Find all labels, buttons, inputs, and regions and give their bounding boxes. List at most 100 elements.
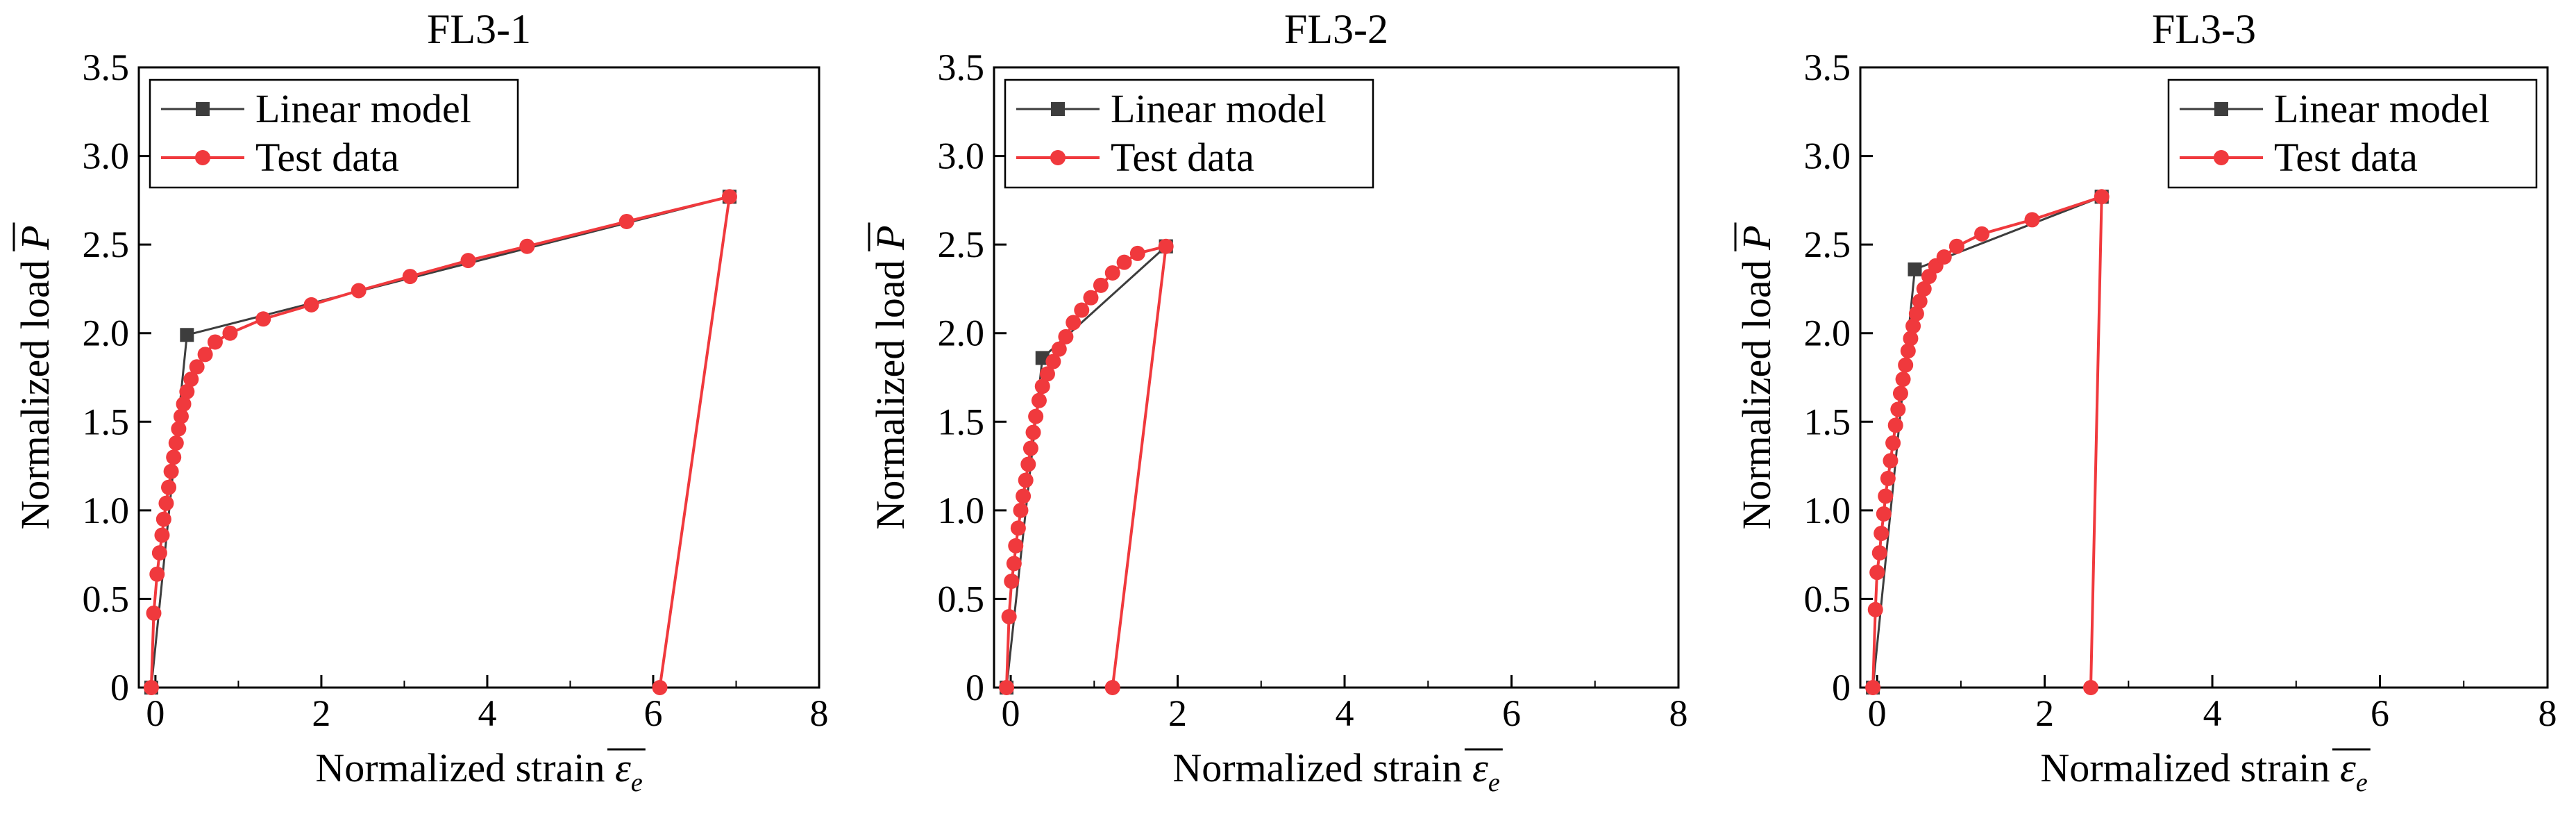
data-point-test-data (1129, 245, 1145, 261)
x-axis-subscript: e (2356, 768, 2368, 797)
data-point-test-data (1892, 385, 1908, 401)
data-point-test-data (1900, 343, 1916, 359)
data-point-test-data (999, 680, 1015, 695)
data-point-test-data (1045, 354, 1061, 369)
x-axis-label: Normalized strain εe (1172, 745, 1500, 797)
data-point-test-data (402, 269, 418, 285)
legend-label: Linear model (255, 86, 471, 131)
data-point-test-data (1874, 526, 1889, 542)
y-tick-label: 1.0 (938, 490, 985, 531)
x-tick-label: 4 (1336, 692, 1354, 734)
data-point-test-data (143, 680, 159, 695)
data-point-test-data (618, 213, 634, 229)
y-tick-label: 3.0 (938, 135, 985, 177)
data-point-test-data (1004, 573, 1020, 589)
data-point-test-data (303, 297, 319, 313)
data-point-test-data (2083, 680, 2099, 695)
data-point-test-data (173, 408, 189, 424)
data-point-test-data (161, 479, 177, 495)
panel-fl3-2: FL3-2 0 2 4 6 8 0 0.5 1.0 1.5 2.0 2.5 3.0 3.5 Normaliz… (868, 6, 1688, 797)
x-tick-label: 6 (1502, 692, 1521, 734)
data-point-test-data (1883, 453, 1899, 469)
data-point-test-data (255, 311, 271, 327)
data-point-test-data (207, 334, 223, 350)
data-point-test-data (1020, 456, 1036, 472)
y-axis-symbol: P (1734, 225, 1779, 250)
y-tick-label: 0.5 (83, 578, 130, 620)
data-point-test-data (1051, 341, 1067, 357)
y-tick-label: 0 (1832, 667, 1851, 708)
data-point-test-data (1885, 435, 1901, 451)
y-tick-label: 1.0 (1804, 490, 1851, 531)
y-tick-label: 3.5 (938, 47, 985, 88)
data-point-test-data (1083, 290, 1099, 306)
y-axis-label-text: Normalized load (868, 250, 913, 530)
data-point-test-data (1898, 357, 1914, 373)
x-axis-symbol: ε (2340, 745, 2356, 790)
data-point-test-data (460, 253, 476, 269)
data-point-test-data (1031, 392, 1047, 408)
data-point-test-data (1018, 472, 1034, 488)
data-point-test-data (2094, 189, 2110, 205)
y-tick-label: 3.5 (83, 47, 130, 88)
y-tick-label: 1.5 (1804, 401, 1851, 442)
data-point-test-data (171, 421, 187, 437)
series-line-linear-model (1871, 195, 2103, 688)
data-point-test-data (1104, 265, 1120, 281)
data-point-test-data (1890, 401, 1906, 417)
y-axis-label-text: Normalized load (1734, 250, 1779, 530)
data-point-test-data (1871, 545, 1887, 561)
data-point-test-data (1974, 226, 1990, 242)
chart-title: FL3-1 (427, 6, 531, 52)
data-point-test-data (1867, 601, 1883, 617)
data-point-test-data (1903, 331, 1919, 347)
data-point-test-data (1008, 538, 1024, 554)
data-point-test-data (179, 383, 195, 399)
y-tick-label: 0.5 (938, 578, 985, 620)
x-axis-subscript: e (1488, 768, 1500, 797)
x-axis-symbol: ε (1472, 745, 1488, 790)
data-point-test-data (166, 449, 182, 465)
y-axis-label: Normalized load P (1734, 225, 1779, 529)
data-point-test-data (155, 511, 171, 527)
legend-marker-circle (195, 150, 210, 165)
data-point-test-data (1006, 556, 1022, 572)
data-point-test-data (151, 545, 167, 561)
data-point-test-data (1116, 254, 1132, 270)
data-point-test-data (1093, 277, 1109, 293)
x-tick-label: 2 (312, 692, 330, 734)
legend-marker-circle (1050, 150, 1066, 165)
data-point-test-data (1908, 306, 1924, 322)
plot-frame (993, 66, 1680, 689)
y-axis-label: Normalized load P (12, 225, 58, 529)
data-point-test-data (1022, 440, 1038, 456)
data-point-test-data (1865, 680, 1881, 695)
data-point-test-data (149, 566, 165, 582)
data-point-test-data (1905, 318, 1921, 334)
data-point-test-data (163, 463, 179, 479)
y-axis-symbol: P (12, 225, 58, 250)
plot-frame (137, 66, 820, 689)
x-tick-label: 0 (1002, 692, 1020, 734)
data-point-test-data (1878, 488, 1894, 504)
y-tick-label: 2.5 (938, 224, 985, 265)
legend-label: Test data (2274, 135, 2418, 180)
x-tick-label: 4 (478, 692, 496, 734)
data-point-test-data (1028, 408, 1044, 424)
data-point-test-data (222, 325, 238, 341)
data-point-test-data (1158, 238, 1174, 254)
data-point-linear-model (180, 328, 194, 342)
data-point-linear-model (1908, 262, 1922, 276)
data-point-test-data (1869, 565, 1885, 581)
series-line-test-data (1871, 194, 2103, 688)
x-axis-subscript: e (631, 768, 643, 797)
legend-marker-circle (2214, 150, 2229, 165)
series-line-linear-model (150, 195, 730, 688)
legend-label: Linear model (2274, 86, 2490, 131)
panel-fl3-3: FL3-3 0 2 4 6 8 0 0.5 1.0 1.5 2.0 2.5 3.0 3.5 Normaliz… (1734, 6, 2557, 797)
y-tick-label: 2.5 (83, 224, 130, 265)
data-point-test-data (1058, 329, 1074, 344)
y-axis-label: Normalized load P (868, 225, 913, 529)
